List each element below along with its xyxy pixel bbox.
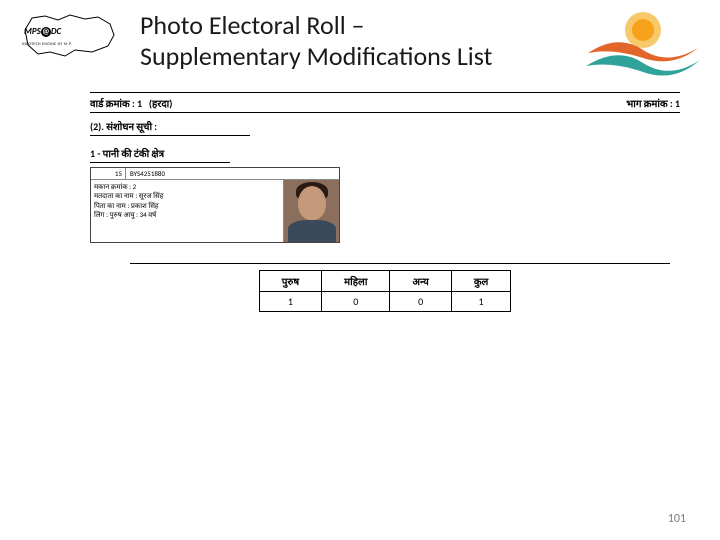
divider <box>90 92 680 93</box>
logo-tagline: INFOTECH ENGINE OF M.P. <box>22 42 72 47</box>
col-female: महिला <box>322 271 390 292</box>
sunrise-icon <box>578 8 708 83</box>
father-name: पिता का नाम : प्रकाश सिंह <box>94 201 280 210</box>
gender-age: लिंग : पुरुष आयु : 34 वर्ष <box>94 210 280 219</box>
voter-card-header: 15 BYS4251880 <box>91 168 339 180</box>
modification-list-label: (2). संशोधन सूची : <box>90 113 250 136</box>
page-number: 101 <box>668 512 686 526</box>
voter-card: 15 BYS4251880 मकान क्रमांक : 2 मतदाता का… <box>90 167 340 243</box>
page-header: MPS@DC INFOTECH ENGINE OF M.P. Photo Ele… <box>0 0 720 82</box>
voter-serial: 15 <box>91 168 126 179</box>
col-male: पुरुष <box>259 271 321 292</box>
table-header-row: पुरुष महिला अन्य कुल <box>259 271 511 292</box>
part-number: भाग क्रमांक : 1 <box>626 96 680 110</box>
col-other: अन्य <box>390 271 451 292</box>
page-title: Photo Electoral Roll –Supplementary Modi… <box>132 8 578 72</box>
logo-mpsedc: MPS@DC INFOTECH ENGINE OF M.P. <box>12 8 132 68</box>
house-no: मकान क्रमांक : 2 <box>94 182 280 191</box>
summary-table: पुरुष महिला अन्य कुल 1 0 0 1 <box>259 270 512 312</box>
header-strip: वार्ड क्रमांक : 1 (हरदा) भाग क्रमांक : 1 <box>90 94 680 113</box>
table-row: 1 0 0 1 <box>259 292 511 312</box>
logo-sunrise <box>578 8 708 78</box>
document-body: वार्ड क्रमांक : 1 (हरदा) भाग क्रमांक : 1… <box>0 82 720 312</box>
voter-fields: मकान क्रमांक : 2 मतदाता का नाम : सूरज सि… <box>91 180 283 242</box>
logo-text: MPS@DC <box>24 26 61 37</box>
voter-card-body: मकान क्रमांक : 2 मतदाता का नाम : सूरज सि… <box>91 180 339 242</box>
voter-photo <box>283 180 339 242</box>
col-total: कुल <box>451 271 510 292</box>
area-label: 1 - पानी की टंकी क्षेत्र <box>90 136 230 163</box>
divider <box>130 263 670 264</box>
voter-name: मतदाता का नाम : सूरज सिंह <box>94 191 280 200</box>
ward-number: वार्ड क्रमांक : 1 (हरदा) <box>90 96 172 110</box>
voter-epic: BYS4251880 <box>126 168 169 179</box>
